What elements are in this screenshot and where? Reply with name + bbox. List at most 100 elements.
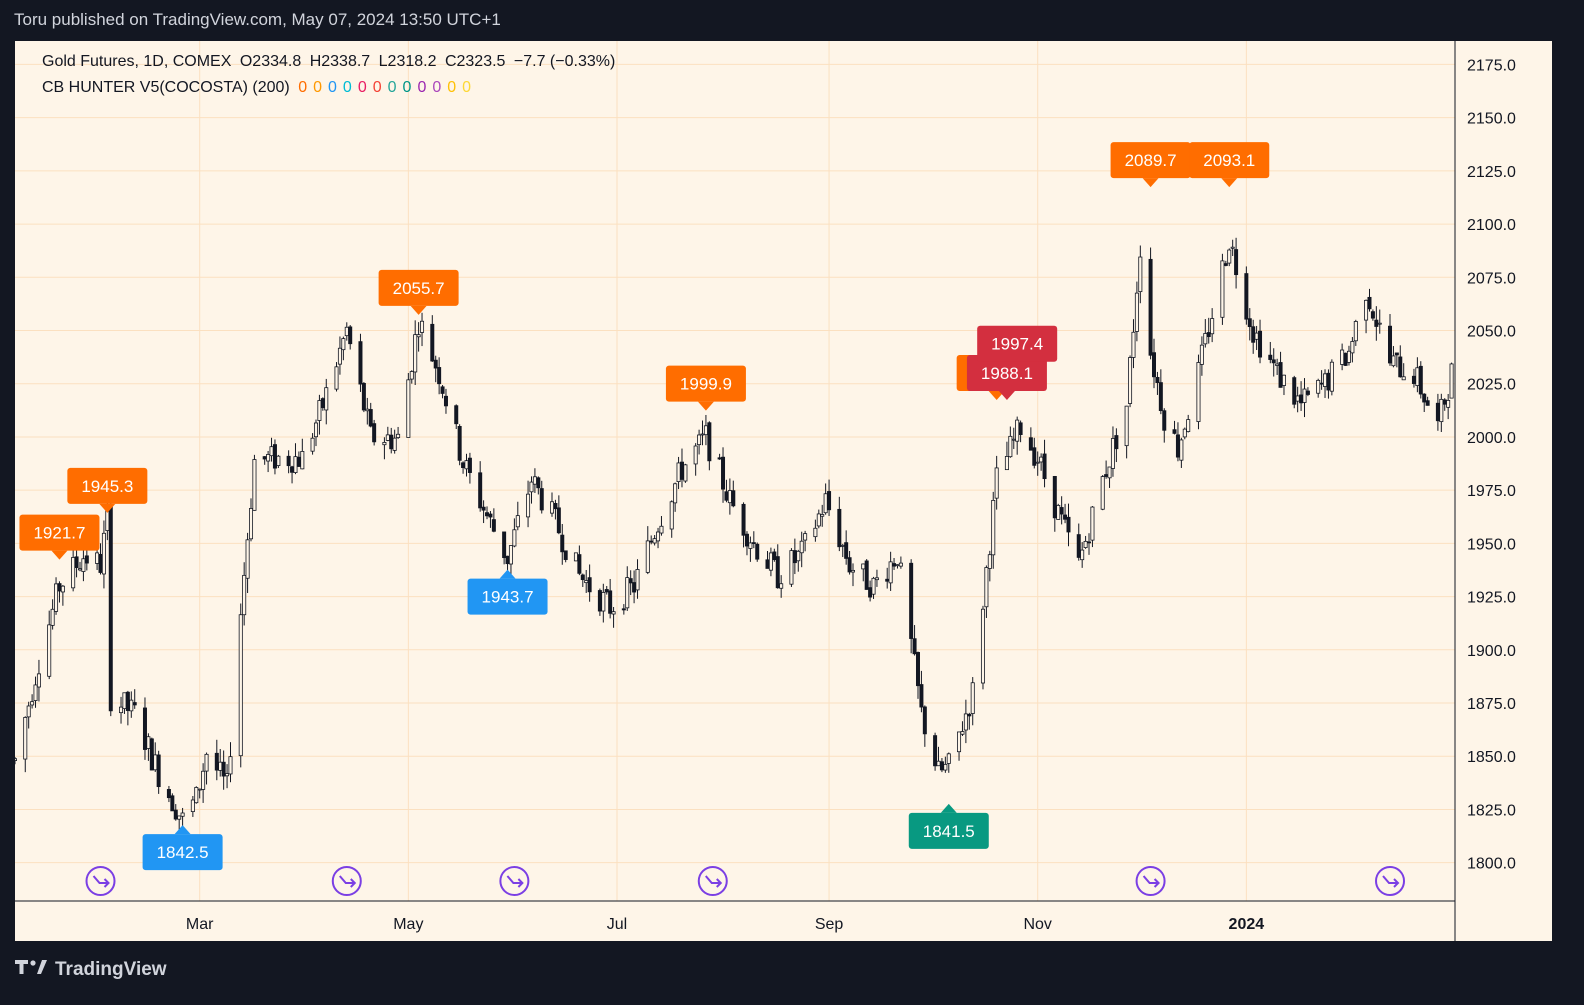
candle-body-189 [919,684,924,708]
candle-body-215 [1042,453,1047,480]
candle-body-156 [765,559,770,569]
candle-body-212 [1032,447,1037,466]
candle-body-46 [238,614,243,757]
candle-body-111 [550,501,555,514]
label-text: 1997.4 [991,335,1043,354]
candle-body-182 [888,561,893,584]
label-box [1189,142,1270,179]
candle-body-164 [799,540,804,554]
candle-body-119 [584,580,589,584]
candle-body-165 [803,533,808,541]
indicator-name[interactable]: CB HUNTER V5(COCOSTA) (200) [42,79,290,96]
candle-body-181 [885,578,890,582]
candle-body-120 [587,577,592,593]
candle-body-149 [727,490,732,504]
label-text: 1943.7 [482,588,534,607]
candle-body-125 [611,611,616,615]
candle-body-108 [532,476,537,485]
symbol-legend: Gold Futures, 1D, COMEX O2334.8 H2338.7 … [42,53,619,71]
candle-body-255 [1234,249,1239,276]
candle-body-76 [382,442,387,446]
candle-body-177 [864,560,869,590]
candle-body-92 [457,426,462,461]
candle-body-118 [580,574,585,581]
candle-body-232 [1128,357,1133,404]
label-box [977,325,1058,362]
candle-body-126 [621,608,626,611]
candle-body-276 [1340,349,1345,365]
candle-body-218 [1059,507,1064,515]
candle-body-192 [936,760,941,767]
candle-body-84 [416,334,421,338]
candle-body-228 [1107,466,1112,479]
candle-body-105 [515,515,520,528]
candle-body-290 [1401,376,1406,381]
candle-body-68 [341,338,346,351]
candle-body-128 [628,578,633,584]
candle-body-77 [385,434,390,441]
candle-body-236 [1148,258,1153,356]
candle-body-272 [1319,382,1324,385]
candle-body-26 [142,707,147,750]
candle-body-230 [1114,435,1119,450]
candle-body-292 [1415,367,1420,386]
candle-body-42 [218,761,223,771]
label-pointer [988,391,1005,401]
label-pointer [940,803,957,813]
candles [15,237,1454,831]
candle-body-294 [1422,393,1427,403]
candle-body-116 [573,552,578,562]
candle-body-153 [748,542,753,549]
tradingview-footer[interactable]: TradingView [15,958,167,982]
candle-body-58 [293,456,298,473]
price-tick-13: 1850.0 [1467,749,1516,766]
candle-body-106 [526,493,531,518]
price-tick-5: 2050.0 [1467,324,1516,341]
candle-body-25 [132,702,137,706]
event-marker-icon-3[interactable] [697,866,728,896]
candle-body-121 [597,590,602,612]
candle-body-185 [898,562,903,567]
candle-body-140 [683,464,688,482]
candle-body-209 [1015,419,1020,442]
event-marker-icon-5[interactable] [1375,866,1406,896]
candlestick-chart[interactable]: 2175.0 2150.0 2125.0 2100.0 2075.0 2050.0 2025… [15,41,1552,941]
candle-body-40 [204,753,209,772]
candle-body-33 [173,809,178,820]
candle-body-262 [1271,359,1276,364]
event-marker-icon-2[interactable] [499,866,530,896]
candle-body-275 [1329,361,1334,392]
event-marker-icon-4[interactable] [1135,866,1166,896]
candle-body-3 [30,701,35,706]
candle-body-250 [1210,318,1215,335]
candle-body-93 [461,462,466,469]
candle-body-44 [225,773,230,777]
candle-body-201 [980,608,985,684]
indicator-value-5: 0 [372,79,382,96]
candle-body-167 [816,513,821,527]
candle-body-38 [197,788,202,791]
candle-body-8 [54,583,59,612]
indicator-value-11: 0 [462,79,472,96]
candle-body-174 [847,557,852,573]
candle-body-285 [1377,322,1382,325]
marker-arrow-head [716,878,723,888]
symbol-name[interactable]: Gold Futures, 1D, COMEX [42,53,232,70]
candle-body-233 [1131,331,1136,358]
candle-body-0 [15,758,18,761]
event-marker-icon-1[interactable] [331,866,362,896]
candle-body-132 [649,540,654,543]
chart-frame[interactable]: 2175.0 2150.0 2125.0 2100.0 2075.0 2050.0 2025… [15,41,1552,941]
candle-body-81 [406,379,411,438]
candle-body-139 [679,461,684,480]
candle-body-169 [823,493,828,514]
candle-body-203 [987,554,992,569]
label-text: 2089.7 [1125,151,1177,170]
indicator-value-3: 0 [342,79,352,96]
candle-body-266 [1292,377,1297,405]
candle-body-220 [1066,516,1071,533]
event-marker-icon-0[interactable] [85,866,116,896]
price-tick-15: 1800.0 [1467,856,1516,873]
price-tick-10: 1925.0 [1467,590,1516,607]
candle-body-31 [166,789,171,799]
